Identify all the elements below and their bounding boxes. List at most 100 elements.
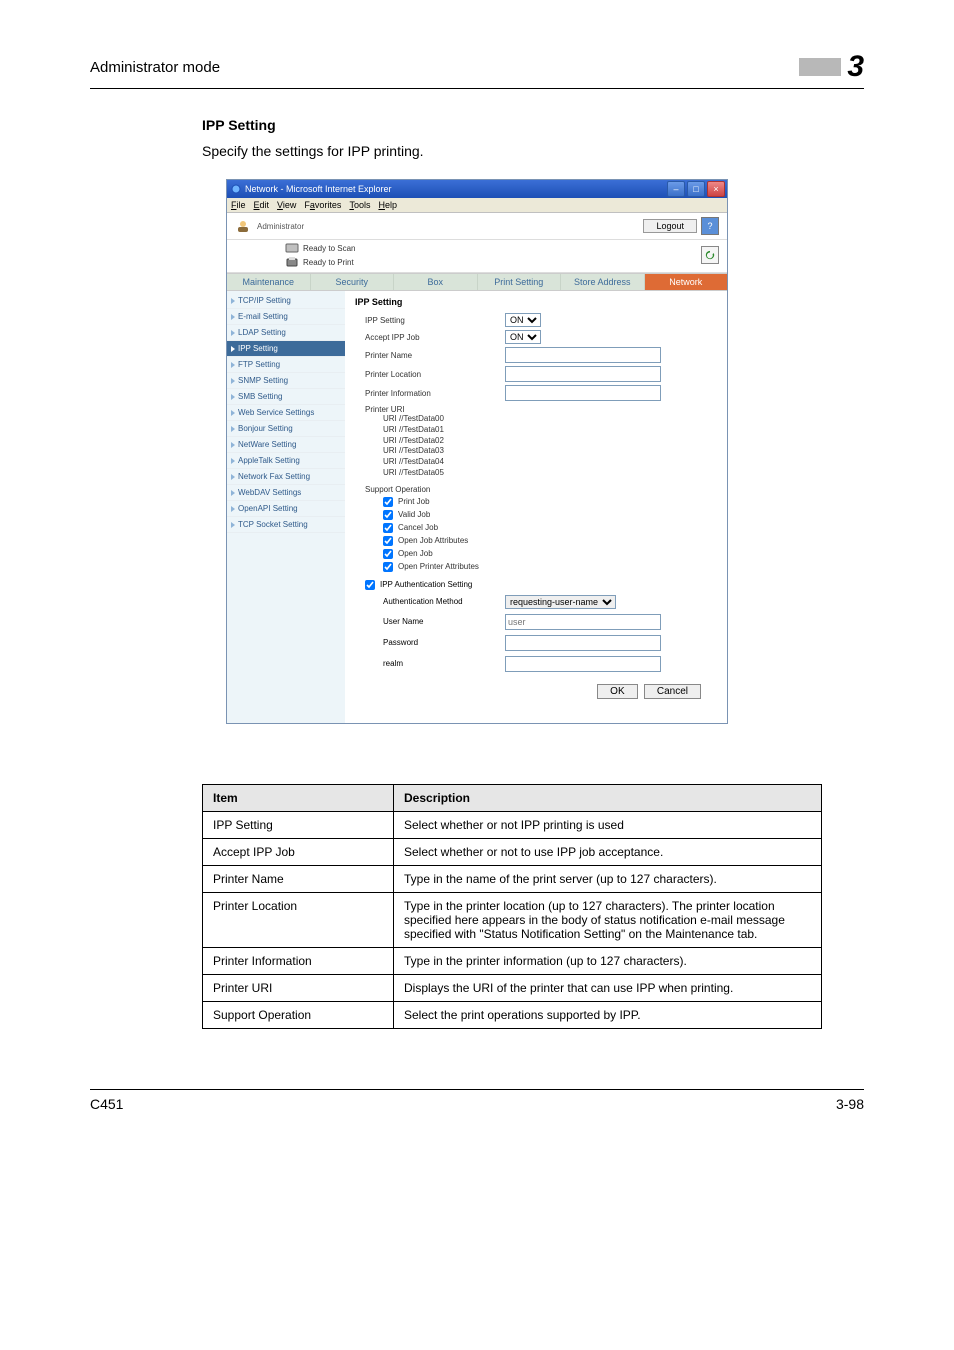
printer-location-input[interactable] — [505, 366, 661, 382]
menu-favorites[interactable]: Favorites — [304, 200, 341, 210]
printer-info-label: Printer Information — [355, 389, 505, 398]
sidebar-item-label: TCP Socket Setting — [238, 520, 308, 529]
uri-line: URI //TestData01 — [365, 425, 717, 436]
tab-box[interactable]: Box — [394, 274, 478, 290]
sidebar-item-netware[interactable]: NetWare Setting — [227, 437, 345, 453]
tab-store-address[interactable]: Store Address — [561, 274, 645, 290]
ipp-setting-label: IPP Setting — [355, 316, 505, 325]
close-button[interactable]: × — [707, 181, 725, 197]
auth-password-input[interactable] — [505, 635, 661, 651]
sidebar-item-webservice[interactable]: Web Service Settings — [227, 405, 345, 421]
th-desc: Description — [394, 784, 822, 811]
ipp-setting-select[interactable]: ON — [505, 313, 541, 327]
uri-line: URI //TestData04 — [365, 457, 717, 468]
sidebar-item-label: SMB Setting — [238, 392, 282, 401]
main-title: IPP Setting — [355, 297, 717, 307]
printer-name-input[interactable] — [505, 347, 661, 363]
menu-tools[interactable]: Tools — [349, 200, 370, 210]
chk-open-printer-attr[interactable] — [383, 562, 393, 572]
footer-right: 3-98 — [836, 1096, 864, 1112]
sidebar-item-webdav[interactable]: WebDAV Settings — [227, 485, 345, 501]
sidebar-item-ftp[interactable]: FTP Setting — [227, 357, 345, 373]
window-titlebar: Network - Microsoft Internet Explorer – … — [227, 180, 727, 198]
menu-bar: File Edit View Favorites Tools Help — [227, 198, 727, 213]
admin-icon — [235, 219, 251, 233]
chk-label: Cancel Job — [398, 523, 438, 532]
auth-method-label: Authentication Method — [383, 597, 505, 606]
chk-print-job[interactable] — [383, 497, 393, 507]
sidebar-item-label: AppleTalk Setting — [238, 456, 300, 465]
sidebar-item-tcpip[interactable]: TCP/IP Setting — [227, 293, 345, 309]
sidebar-item-email[interactable]: E-mail Setting — [227, 309, 345, 325]
chk-cancel-job[interactable] — [383, 523, 393, 533]
ipp-auth-label: IPP Authentication Setting — [380, 580, 472, 589]
auth-realm-input[interactable] — [505, 656, 661, 672]
logout-button[interactable]: Logout — [643, 219, 697, 233]
maximize-button[interactable]: □ — [687, 181, 705, 197]
cancel-button[interactable]: Cancel — [644, 684, 701, 699]
tab-print-setting[interactable]: Print Setting — [478, 274, 562, 290]
sidebar-item-appletalk[interactable]: AppleTalk Setting — [227, 453, 345, 469]
accept-ipp-select[interactable]: ON — [505, 330, 541, 344]
footer-left: C451 — [90, 1096, 123, 1112]
auth-user-input[interactable] — [505, 614, 661, 630]
auth-password-label: Password — [383, 638, 505, 647]
chk-label: Open Job Attributes — [398, 536, 468, 545]
accept-ipp-label: Accept IPP Job — [355, 333, 505, 342]
chapter-number: 3 — [799, 50, 864, 84]
scanner-icon — [285, 242, 299, 254]
help-button[interactable]: ? — [701, 217, 719, 235]
auth-method-select[interactable]: requesting-user-name — [505, 595, 616, 609]
menu-view[interactable]: View — [277, 200, 296, 210]
sidebar-item-bonjour[interactable]: Bonjour Setting — [227, 421, 345, 437]
chk-label: Open Printer Attributes — [398, 562, 479, 571]
table-row: Printer URIDisplays the URI of the print… — [203, 974, 822, 1001]
sidebar-item-label: FTP Setting — [238, 360, 280, 369]
tab-network[interactable]: Network — [645, 274, 728, 290]
sidebar-item-label: NetWare Setting — [238, 440, 296, 449]
table-row: Accept IPP JobSelect whether or not to u… — [203, 838, 822, 865]
sidebar-item-ipp[interactable]: IPP Setting — [227, 341, 345, 357]
uri-line: URI //TestData00 — [365, 414, 717, 425]
sidebar-item-openapi[interactable]: OpenAPI Setting — [227, 501, 345, 517]
menu-edit[interactable]: Edit — [254, 200, 270, 210]
printer-location-label: Printer Location — [355, 370, 505, 379]
tabs: Maintenance Security Box Print Setting S… — [227, 273, 727, 291]
menu-help[interactable]: Help — [378, 200, 397, 210]
table-row: Printer LocationType in the printer loca… — [203, 892, 822, 947]
sidebar: TCP/IP Setting E-mail Setting LDAP Setti… — [227, 291, 345, 723]
sidebar-item-tcpsocket[interactable]: TCP Socket Setting — [227, 517, 345, 533]
chk-valid-job[interactable] — [383, 510, 393, 520]
chk-open-job-attr[interactable] — [383, 536, 393, 546]
sidebar-item-networkfax[interactable]: Network Fax Setting — [227, 469, 345, 485]
table-row: IPP SettingSelect whether or not IPP pri… — [203, 811, 822, 838]
auth-realm-label: realm — [383, 659, 505, 668]
support-operation-label: Support Operation — [365, 485, 717, 494]
sidebar-item-label: E-mail Setting — [238, 312, 288, 321]
printer-name-label: Printer Name — [355, 351, 505, 360]
th-item: Item — [203, 784, 394, 811]
ok-button[interactable]: OK — [597, 684, 637, 699]
page-header-title: Administrator mode — [90, 59, 220, 76]
minimize-button[interactable]: – — [667, 181, 685, 197]
tab-security[interactable]: Security — [311, 274, 395, 290]
section-title: IPP Setting — [202, 117, 864, 133]
uri-line: URI //TestData03 — [365, 446, 717, 457]
status-scan: Ready to Scan — [303, 244, 355, 253]
ie-icon — [231, 184, 241, 194]
sidebar-item-smb[interactable]: SMB Setting — [227, 389, 345, 405]
menu-file[interactable]: File — [231, 200, 246, 210]
sidebar-item-ldap[interactable]: LDAP Setting — [227, 325, 345, 341]
chk-ipp-auth[interactable] — [365, 580, 375, 590]
auth-user-label: User Name — [383, 617, 505, 626]
uri-line: URI //TestData05 — [365, 468, 717, 479]
admin-label: Administrator — [257, 222, 304, 231]
window-title: Network - Microsoft Internet Explorer — [245, 184, 392, 194]
sidebar-item-label: TCP/IP Setting — [238, 296, 291, 305]
sidebar-item-label: LDAP Setting — [238, 328, 286, 337]
tab-maintenance[interactable]: Maintenance — [227, 274, 311, 290]
printer-info-input[interactable] — [505, 385, 661, 401]
refresh-button[interactable] — [701, 246, 719, 264]
sidebar-item-snmp[interactable]: SNMP Setting — [227, 373, 345, 389]
chk-open-job[interactable] — [383, 549, 393, 559]
